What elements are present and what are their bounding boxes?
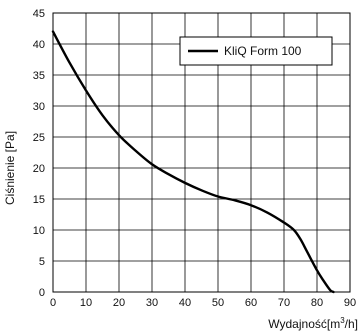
y-tick-label: 10: [33, 225, 45, 237]
x-tick-label: 80: [311, 297, 323, 309]
x-axis-title-sup: 3: [340, 316, 345, 325]
y-axis-title: Ciśnienie [Pa]: [3, 131, 17, 205]
y-tick-label: 20: [33, 163, 45, 175]
x-tick-label: 0: [50, 297, 56, 309]
x-tick-label: 70: [278, 297, 290, 309]
y-tick-label: 25: [33, 132, 45, 144]
legend-label: KliQ Form 100: [224, 44, 302, 58]
y-tick-label: 40: [33, 39, 45, 51]
legend: KliQ Form 100: [179, 36, 333, 66]
series-line-0: [51, 30, 335, 294]
x-tick-label: 90: [344, 297, 356, 309]
y-tick-label: 15: [33, 194, 45, 206]
x-tick-label: 60: [245, 297, 257, 309]
x-tick-label: 50: [212, 297, 224, 309]
y-tick-label: 0: [39, 287, 45, 299]
x-tick-label: 10: [80, 297, 92, 309]
y-tick-label: 45: [33, 8, 45, 20]
y-tick-label: 5: [39, 256, 45, 268]
series-curves: [51, 30, 335, 294]
y-tick-label: 35: [33, 70, 45, 82]
tick-labels: 0 10 20 30 40 50 60 70 80 90 0 5 10 15 20 25 30 35 40 45: [33, 8, 356, 309]
x-tick-label: 40: [179, 297, 191, 309]
x-tick-label: 30: [146, 297, 158, 309]
y-tick-label: 30: [33, 101, 45, 113]
x-axis-title: Wydajność[m3/h]: [268, 316, 358, 331]
x-axis-title-tail: /h]: [345, 317, 358, 331]
x-axis-title-base: Wydajność[m: [268, 317, 340, 331]
x-tick-label: 20: [113, 297, 125, 309]
plot-frame: [52, 12, 351, 293]
